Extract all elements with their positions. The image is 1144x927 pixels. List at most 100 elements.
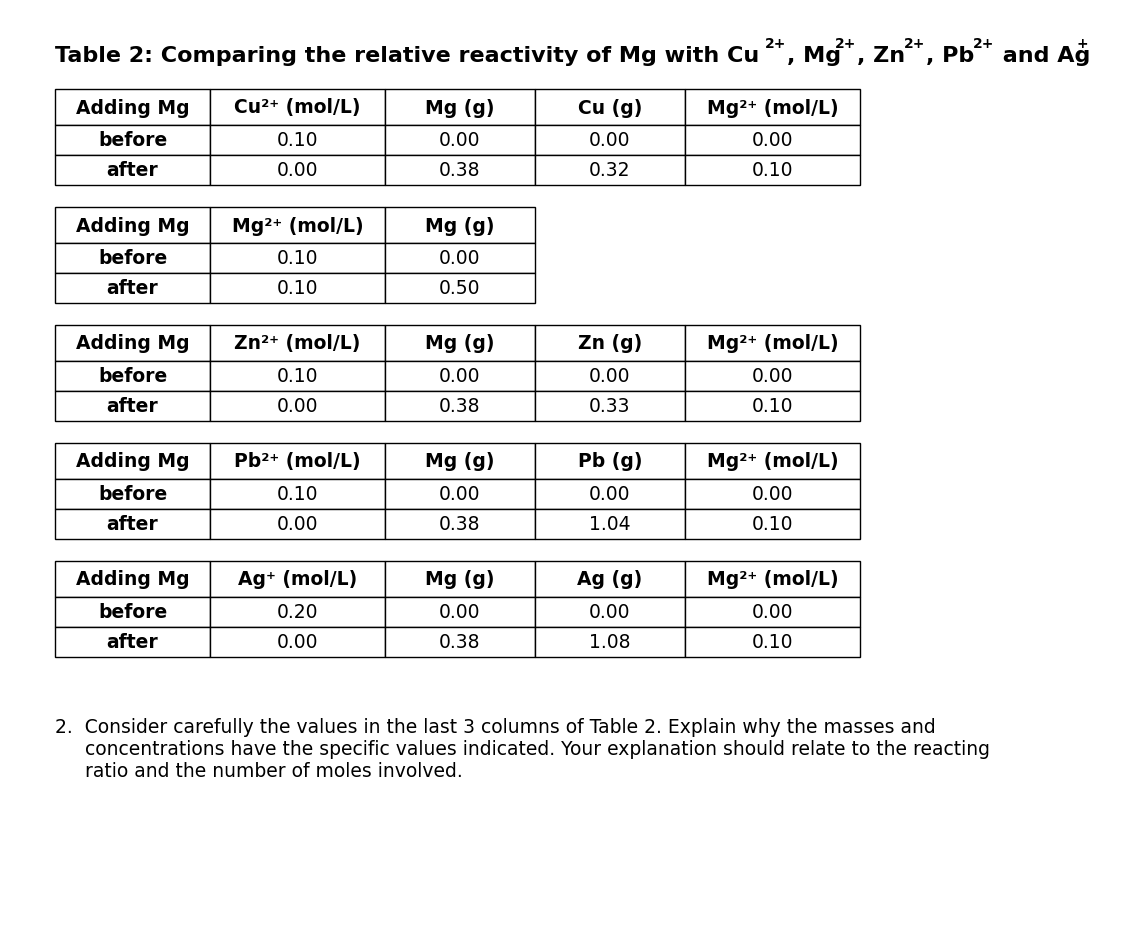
Text: 2+: 2+ [974, 37, 994, 51]
Text: Adding Mg: Adding Mg [76, 98, 189, 118]
Text: 0.10: 0.10 [277, 249, 318, 268]
Bar [210, 244, 386, 273]
Text: 0.00: 0.00 [277, 161, 318, 181]
Bar [386, 443, 535, 479]
Bar [210, 479, 386, 510]
Text: 2+: 2+ [835, 37, 857, 51]
Text: Mg (g): Mg (g) [426, 334, 494, 353]
Text: after: after [106, 397, 158, 416]
Text: 0.10: 0.10 [752, 514, 793, 534]
Bar [535, 443, 685, 479]
Text: 2+: 2+ [904, 37, 925, 51]
Text: before: before [98, 485, 167, 504]
Bar [685, 126, 860, 156]
Text: 0.00: 0.00 [752, 367, 793, 386]
Bar [386, 510, 535, 540]
Bar [535, 391, 685, 422]
Text: 0.00: 0.00 [439, 485, 480, 504]
Text: concentrations have the specific values indicated. Your explanation should relat: concentrations have the specific values … [55, 739, 990, 758]
Bar [55, 156, 210, 185]
Bar [55, 325, 210, 362]
Text: Mg (g): Mg (g) [426, 98, 494, 118]
Text: 0.00: 0.00 [439, 249, 480, 268]
Text: 0.00: 0.00 [589, 485, 630, 504]
Text: 0.00: 0.00 [589, 132, 630, 150]
Text: 0.20: 0.20 [277, 603, 318, 622]
Bar [386, 362, 535, 391]
Bar [685, 156, 860, 185]
Bar [55, 628, 210, 657]
Text: Mg²⁺ (mol/L): Mg²⁺ (mol/L) [707, 452, 839, 471]
Bar [210, 90, 386, 126]
Bar [386, 208, 535, 244]
Text: 0.00: 0.00 [277, 514, 318, 534]
Bar [55, 273, 210, 304]
Bar [685, 362, 860, 391]
Text: Zn (g): Zn (g) [578, 334, 642, 353]
Bar [386, 244, 535, 273]
Text: Zn²⁺ (mol/L): Zn²⁺ (mol/L) [235, 334, 360, 353]
Bar [55, 479, 210, 510]
Text: 0.00: 0.00 [277, 397, 318, 416]
Text: Pb²⁺ (mol/L): Pb²⁺ (mol/L) [235, 452, 360, 471]
Text: Adding Mg: Adding Mg [76, 334, 189, 353]
Text: Mg²⁺ (mol/L): Mg²⁺ (mol/L) [707, 98, 839, 118]
Bar [535, 156, 685, 185]
Bar [210, 443, 386, 479]
Text: before: before [98, 132, 167, 150]
Text: and Ag: and Ag [995, 46, 1090, 66]
Text: Ag (g): Ag (g) [578, 570, 643, 589]
Text: before: before [98, 249, 167, 268]
Text: 0.00: 0.00 [752, 132, 793, 150]
Text: Adding Mg: Adding Mg [76, 216, 189, 235]
Text: 0.00: 0.00 [277, 633, 318, 652]
Text: , Mg: , Mg [787, 46, 841, 66]
Bar [386, 391, 535, 422]
Bar [386, 479, 535, 510]
Bar [386, 273, 535, 304]
Text: after: after [106, 633, 158, 652]
Text: after: after [106, 514, 158, 534]
Text: Cu (g): Cu (g) [578, 98, 642, 118]
Text: 0.38: 0.38 [439, 514, 480, 534]
Text: 0.00: 0.00 [589, 603, 630, 622]
Text: Pb (g): Pb (g) [578, 452, 642, 471]
Text: 0.00: 0.00 [589, 367, 630, 386]
Bar [55, 391, 210, 422]
Bar [210, 362, 386, 391]
Text: 0.00: 0.00 [752, 485, 793, 504]
Text: 0.50: 0.50 [439, 279, 480, 298]
Text: 0.00: 0.00 [439, 132, 480, 150]
Text: Cu²⁺ (mol/L): Cu²⁺ (mol/L) [235, 98, 360, 118]
Bar [55, 208, 210, 244]
Bar [535, 362, 685, 391]
Bar [386, 562, 535, 597]
Text: 0.32: 0.32 [589, 161, 630, 181]
Bar [685, 628, 860, 657]
Bar [210, 208, 386, 244]
Text: ratio and the number of moles involved.: ratio and the number of moles involved. [55, 761, 463, 781]
Text: Mg (g): Mg (g) [426, 452, 494, 471]
Bar [535, 597, 685, 628]
Text: 0.38: 0.38 [439, 633, 480, 652]
Bar [535, 562, 685, 597]
Text: , Zn: , Zn [857, 46, 905, 66]
Text: 0.10: 0.10 [277, 485, 318, 504]
Bar [386, 628, 535, 657]
Text: 0.10: 0.10 [752, 161, 793, 181]
Bar [55, 126, 210, 156]
Bar [535, 628, 685, 657]
Text: Adding Mg: Adding Mg [76, 452, 189, 471]
Text: Table 2: Comparing the relative reactivity of Mg with Cu: Table 2: Comparing the relative reactivi… [55, 46, 760, 66]
Text: Mg (g): Mg (g) [426, 570, 494, 589]
Text: 0.00: 0.00 [439, 367, 480, 386]
Bar [685, 90, 860, 126]
Text: after: after [106, 279, 158, 298]
Bar [535, 325, 685, 362]
Text: 0.33: 0.33 [589, 397, 630, 416]
Text: 1.04: 1.04 [589, 514, 630, 534]
Bar [55, 244, 210, 273]
Bar [55, 510, 210, 540]
Text: Mg (g): Mg (g) [426, 216, 494, 235]
Text: 0.00: 0.00 [752, 603, 793, 622]
